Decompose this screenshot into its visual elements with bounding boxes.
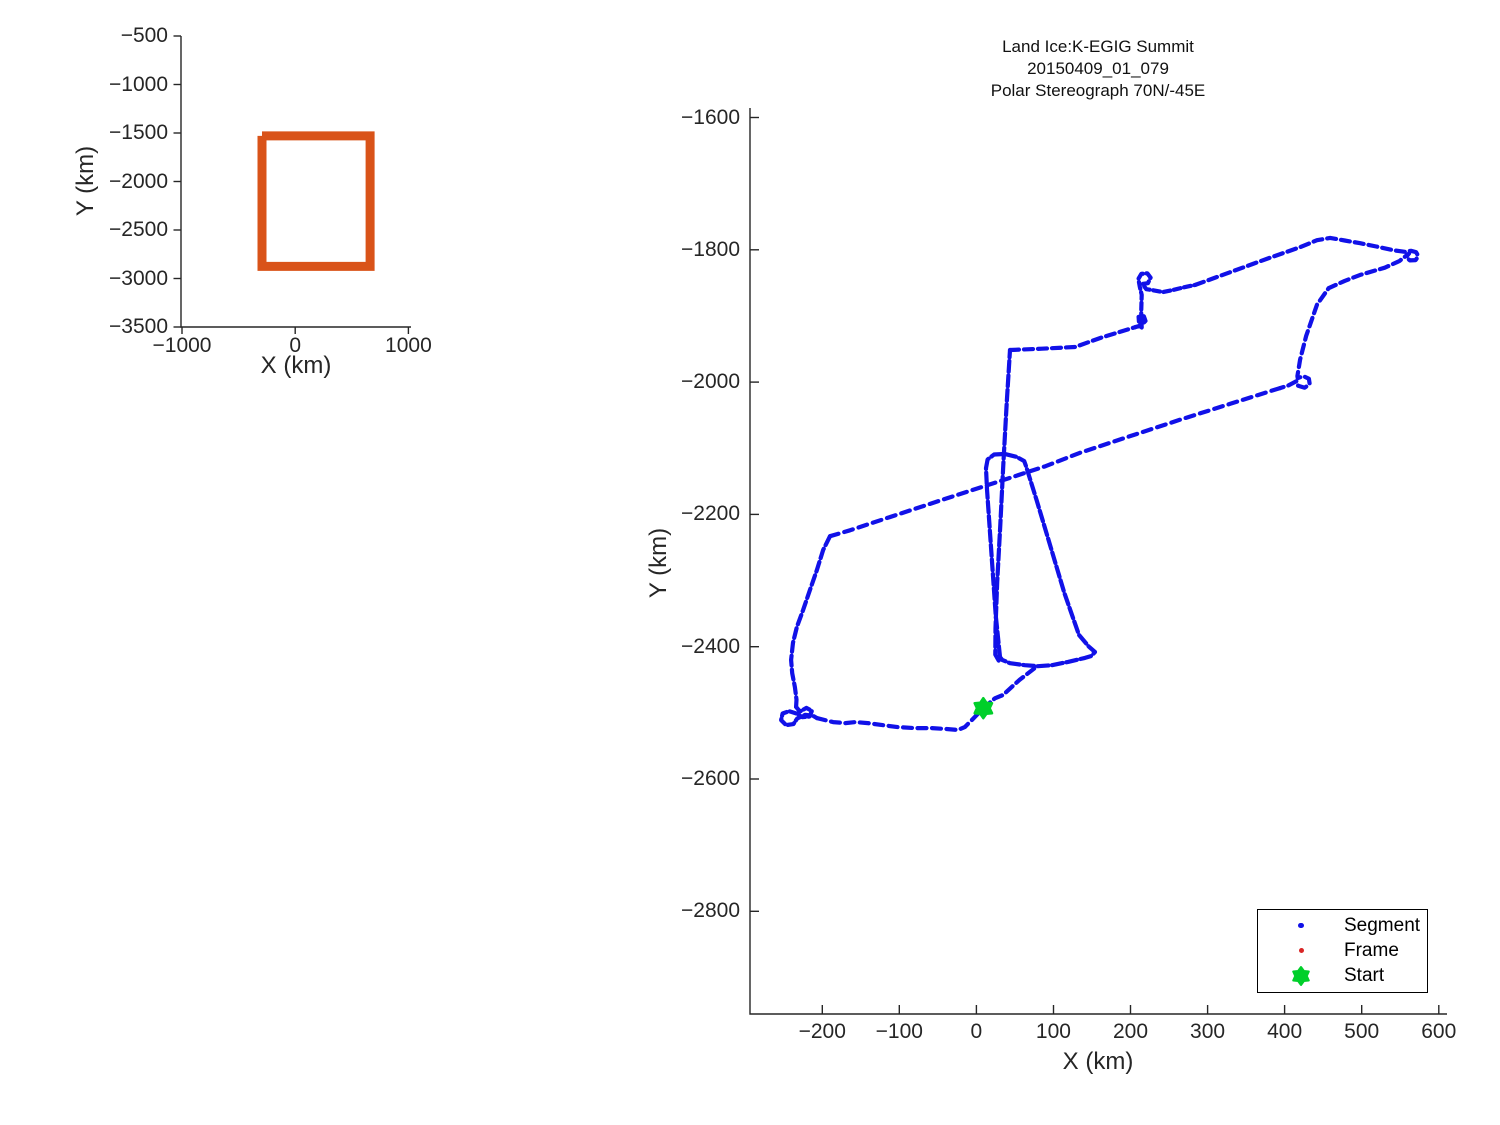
overview-x-tick-label: −1000 [152, 334, 212, 357]
main-plot-title: Land Ice:K-EGIG Summit 20150409_01_079 P… [991, 36, 1206, 102]
legend-row-start: Start [1258, 964, 1427, 989]
overview-y-tick-label: −2000 [109, 169, 168, 193]
legend-row-frame: Frame [1258, 938, 1427, 963]
coverage-rectangle [257, 131, 375, 271]
overview-y-tick-label: −1500 [109, 121, 168, 144]
overview-x-axis-label: X (km) [260, 352, 332, 379]
main-x-tick-label: 200 [1112, 1020, 1149, 1043]
main-y-tick-label: −2800 [681, 899, 740, 923]
main-ticks [750, 116, 1440, 1014]
flight-track-path [1132, 271, 1198, 330]
main-y-tick-label: −2000 [681, 370, 740, 394]
overview-ticks [173, 35, 410, 334]
legend-row-segment: Segment [1258, 913, 1427, 938]
flight-track-path [983, 451, 1098, 669]
flight-track-path [827, 386, 1283, 539]
main-axes [749, 108, 1447, 1015]
overview-y-tick-label: −3000 [109, 266, 168, 290]
main-y-tick-label: −1800 [681, 237, 740, 261]
flight-track-path [778, 704, 820, 728]
main-x-tick-label: 100 [1035, 1020, 1071, 1043]
legend-label-start: Start [1344, 965, 1385, 987]
flight-track-path [788, 534, 833, 710]
overview-y-tick-label: −3500 [109, 315, 168, 338]
main-x-axis-label: X (km) [1062, 1048, 1134, 1075]
main-x-tick-label: 0 [970, 1020, 983, 1043]
overview-axes [173, 35, 411, 334]
main-y-tick-label: −2600 [681, 767, 740, 790]
main-x-tick-label: −200 [798, 1020, 846, 1043]
main-x-tick-label: 400 [1267, 1020, 1303, 1043]
main-y-tick-label: −2200 [681, 502, 740, 526]
legend-box: Segment Frame Start [1257, 909, 1428, 993]
legend-label-frame: Frame [1344, 939, 1399, 961]
main-spines [749, 108, 1447, 1015]
main-y-axis-label: Y (km) [645, 527, 672, 599]
segment-dot-icon [1298, 923, 1304, 929]
frame-dot-icon [1298, 948, 1304, 954]
flight-track-path [1193, 235, 1421, 391]
title-line-1: Land Ice:K-EGIG Summit [1002, 37, 1194, 56]
main-x-tick-label: 300 [1190, 1020, 1226, 1043]
start-marker [973, 696, 994, 720]
flight-track-path [981, 665, 1038, 711]
main-x-tick-label: 600 [1421, 1020, 1457, 1043]
overview-y-tick-label: −500 [120, 24, 168, 47]
main-y-tick-label: −1600 [681, 105, 740, 129]
legend-label-segment: Segment [1344, 914, 1421, 936]
main-x-tick-label: 500 [1344, 1020, 1380, 1043]
flight-track-path [1007, 325, 1138, 353]
start-star-icon [1292, 966, 1310, 987]
flight-track-path [993, 347, 1013, 663]
overview-y-tick-label: −1000 [109, 72, 168, 96]
main-x-tick-label: −100 [875, 1020, 923, 1043]
title-line-3: Polar Stereograph 70N/-45E [990, 81, 1206, 100]
overview-x-tick-label: 0 [289, 334, 302, 357]
overview-x-tick-label: 1000 [385, 334, 432, 357]
title-line-2: 20150409_01_079 [1027, 59, 1169, 78]
main-y-tick-label: −2400 [681, 634, 740, 658]
overview-spines [180, 36, 411, 328]
overview-y-tick-label: −2500 [109, 218, 168, 241]
flight-track-path [814, 706, 986, 733]
